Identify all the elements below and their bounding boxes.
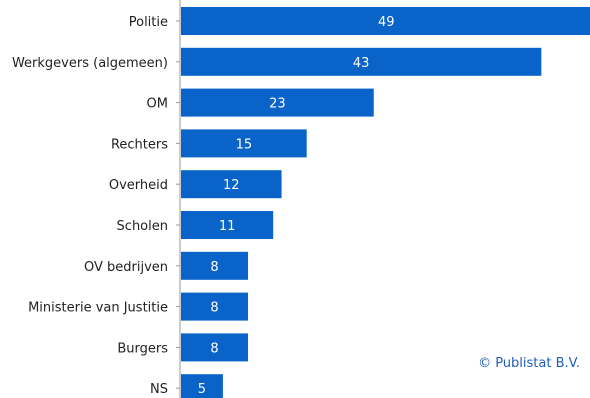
category-label: Scholen: [117, 219, 168, 234]
category-label: Werkgevers (algemeen): [12, 56, 168, 71]
value-label: 11: [219, 219, 236, 234]
value-label: 15: [236, 137, 253, 152]
category-label: Politie: [129, 15, 168, 30]
value-label: 5: [198, 382, 206, 397]
bar: [181, 211, 274, 239]
value-label: 8: [210, 341, 218, 356]
category-label: NS: [150, 382, 168, 397]
bar: [181, 251, 249, 280]
value-label: 8: [210, 301, 218, 316]
bar: [181, 333, 249, 362]
bar: [181, 170, 282, 199]
bar: [181, 7, 590, 35]
category-label: Rechters: [111, 137, 168, 152]
copyright-notice: © Publistat B.V.: [478, 356, 580, 371]
value-label: 43: [353, 56, 370, 71]
value-label: 49: [378, 15, 395, 30]
category-label: Ministerie van Justitie: [28, 301, 168, 316]
value-label: 12: [223, 178, 240, 193]
bar: [181, 88, 374, 117]
value-label: 8: [210, 260, 218, 275]
value-label: 23: [269, 97, 286, 112]
bar: [181, 129, 307, 158]
category-label: OV bedrijven: [84, 260, 168, 275]
category-label: Burgers: [117, 341, 168, 356]
category-label: Overheid: [109, 178, 168, 193]
category-label: OM: [147, 97, 168, 112]
bar: [181, 292, 249, 321]
bar: [181, 374, 223, 398]
bar: [181, 47, 542, 76]
